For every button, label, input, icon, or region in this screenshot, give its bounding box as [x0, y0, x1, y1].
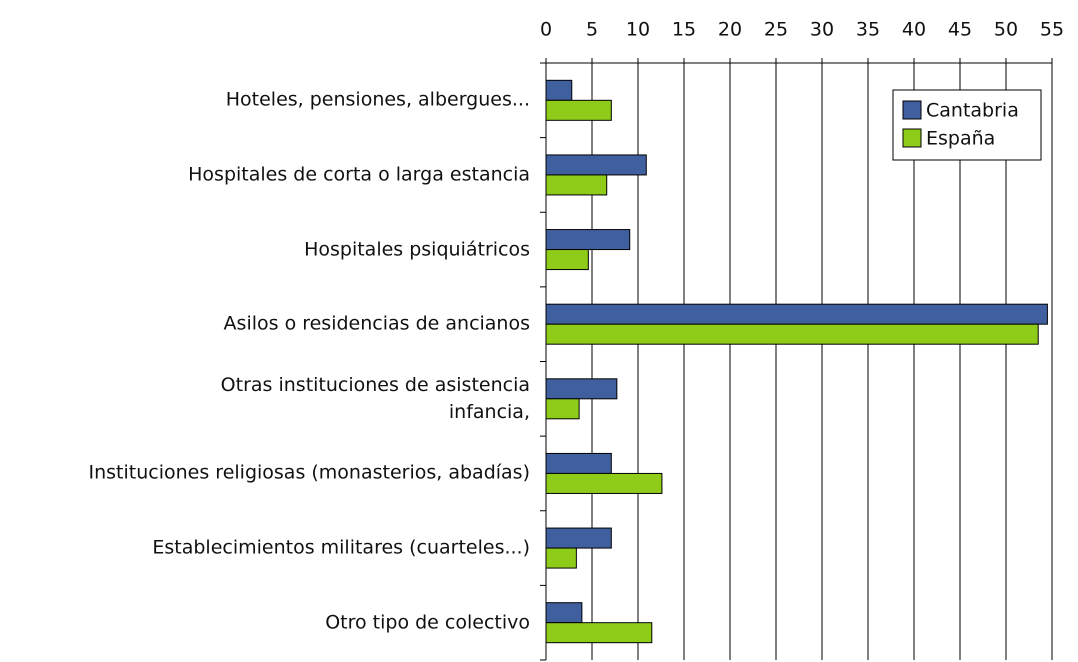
bar — [545, 527, 612, 549]
x-tick-label: 25 — [764, 19, 788, 41]
x-tick-label: 10 — [626, 19, 650, 41]
bar — [545, 79, 573, 101]
bar — [545, 602, 583, 624]
bar — [545, 378, 618, 400]
x-tick-label: 30 — [810, 19, 834, 41]
legend-label: Cantabria — [926, 100, 1019, 122]
category-label: Hoteles, pensiones, albergues... — [225, 88, 530, 111]
legend-swatch — [902, 128, 922, 148]
category-label: Otras instituciones de asistencia infanc… — [220, 373, 530, 423]
x-tick-label: 55 — [1040, 19, 1064, 41]
bar — [545, 323, 1039, 345]
bar — [545, 472, 663, 494]
x-tick-label: 45 — [948, 19, 972, 41]
x-tick-label: 20 — [718, 19, 742, 41]
bar — [545, 303, 1048, 325]
x-tick-label: 0 — [540, 19, 552, 41]
x-tick-label: 40 — [902, 19, 926, 41]
bar — [545, 398, 580, 420]
legend-label: España — [926, 128, 995, 150]
bar — [545, 229, 631, 251]
bar — [545, 547, 577, 569]
x-tick-label: 15 — [672, 19, 696, 41]
category-label: Hospitales psiquiátricos — [304, 238, 530, 261]
bar — [545, 452, 612, 474]
legend-swatch — [902, 100, 922, 120]
bar — [545, 622, 653, 644]
x-tick-label: 35 — [856, 19, 880, 41]
bar — [545, 249, 589, 271]
bar — [545, 99, 612, 121]
category-label: Otro tipo de colectivo — [325, 611, 530, 634]
category-label: Asilos o residencias de ancianos — [223, 312, 530, 335]
bar — [545, 154, 647, 176]
category-label: Establecimientos militares (cuarteles...… — [152, 536, 530, 559]
x-tick-label: 5 — [586, 19, 598, 41]
x-tick-label: 50 — [994, 19, 1018, 41]
category-label: Instituciones religiosas (monasterios, a… — [88, 461, 530, 484]
bar — [545, 174, 608, 196]
category-label: Hospitales de corta o larga estancia — [188, 163, 530, 186]
legend-box — [892, 89, 1042, 161]
